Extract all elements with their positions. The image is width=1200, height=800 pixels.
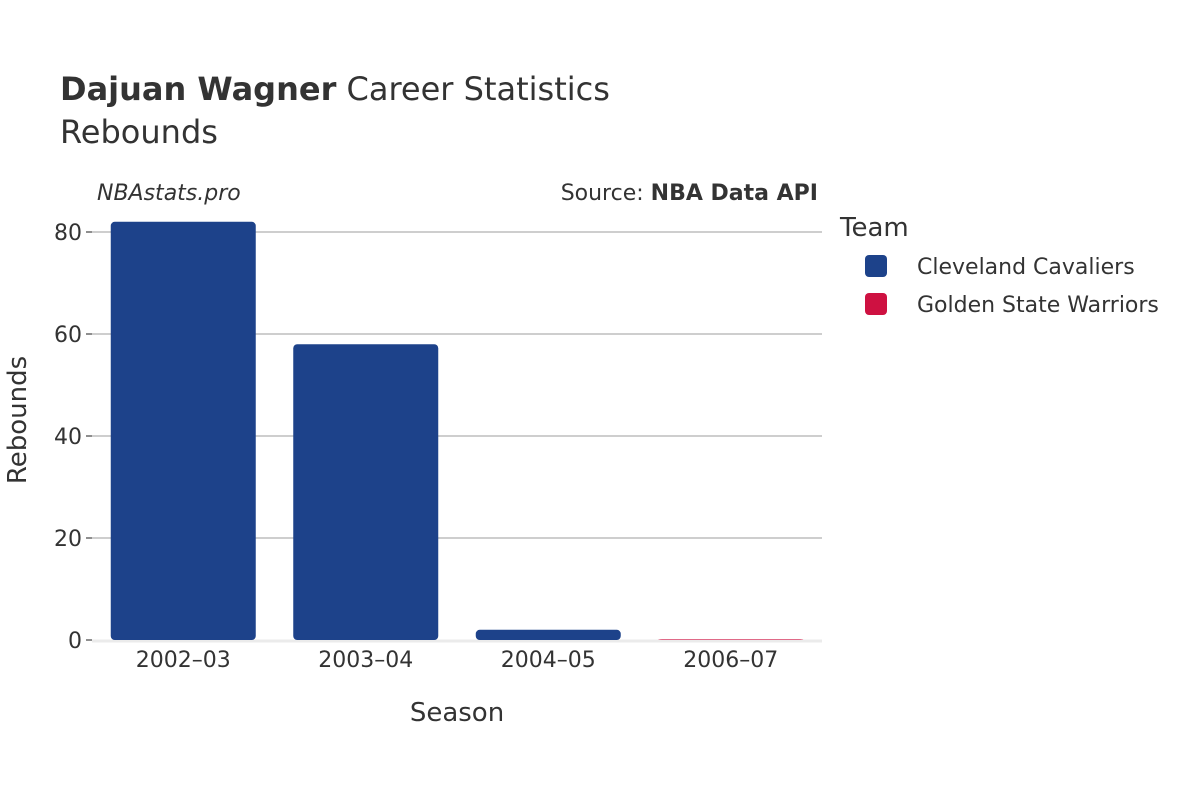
- source-credit: Source: NBA Data API: [561, 181, 818, 206]
- source-label: Source:: [561, 181, 651, 206]
- legend-label: Cleveland Cavaliers: [917, 255, 1135, 280]
- bar[interactable]: [658, 639, 804, 640]
- x-tick-label: 2006–07: [683, 648, 778, 673]
- legend-title: Team: [839, 213, 909, 243]
- x-axis: 2002–03 2003–04 2004–05 2006–07: [136, 648, 778, 673]
- chart-subtitle: Rebounds: [60, 113, 218, 151]
- bars: [110, 221, 804, 641]
- y-tick-label: 60: [54, 323, 82, 348]
- legend-swatch: [865, 293, 887, 315]
- bar[interactable]: [110, 221, 256, 641]
- bar[interactable]: [293, 344, 439, 640]
- title-rest: Career Statistics: [336, 70, 610, 108]
- chart-title: Dajuan Wagner Career Statistics: [60, 70, 610, 108]
- y-tick-label: 0: [68, 629, 82, 654]
- legend: Team Cleveland Cavaliers Golden State War…: [839, 213, 1159, 318]
- watermark: NBAstats.pro: [97, 181, 241, 206]
- legend-label: Golden State Warriors: [917, 293, 1159, 318]
- x-tick-label: 2002–03: [136, 648, 231, 673]
- y-axis-label: Rebounds: [3, 356, 33, 484]
- x-axis-label: Season: [410, 698, 504, 728]
- source-value: NBA Data API: [651, 181, 818, 206]
- y-tick-label: 40: [54, 425, 82, 450]
- x-tick-label: 2004–05: [501, 648, 596, 673]
- y-axis: 0 20 40 60 80: [54, 221, 92, 654]
- y-tick-label: 20: [54, 527, 82, 552]
- title-player-name: Dajuan Wagner: [60, 70, 337, 108]
- bar[interactable]: [475, 629, 621, 640]
- legend-swatch: [865, 255, 887, 277]
- x-tick-label: 2003–04: [318, 648, 413, 673]
- y-tick-label: 80: [54, 221, 82, 246]
